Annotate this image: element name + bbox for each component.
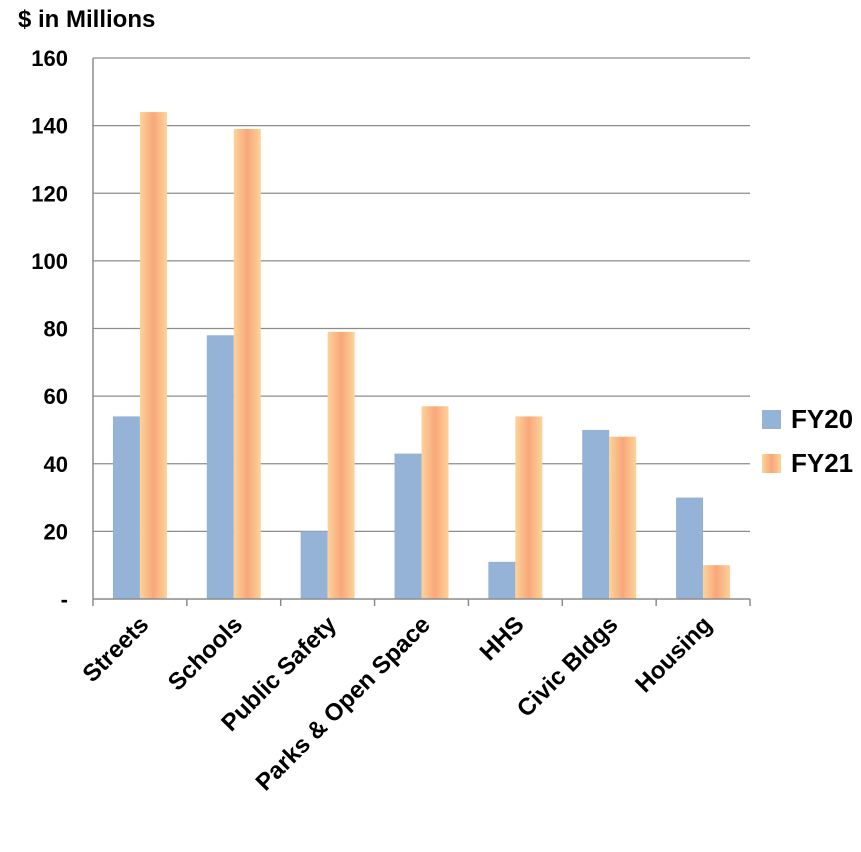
legend-swatch-fy20 bbox=[762, 409, 781, 429]
y-tick-label: 120 bbox=[31, 181, 68, 206]
y-tick-label: 160 bbox=[31, 46, 68, 71]
legend-item-fy21: FY21 bbox=[762, 441, 853, 485]
x-tick-label: HHS bbox=[475, 611, 530, 666]
x-tick-label: Schools bbox=[163, 611, 248, 696]
bars bbox=[112, 112, 731, 599]
bar-fy20-parks-open-space bbox=[394, 453, 422, 599]
bar-fy20-schools bbox=[206, 335, 234, 599]
legend: FY20 FY21 bbox=[762, 397, 853, 485]
y-tick-label: 20 bbox=[44, 519, 68, 544]
legend-label-fy21: FY21 bbox=[791, 447, 854, 478]
y-tick-label: 40 bbox=[44, 452, 68, 477]
legend-item-fy20: FY20 bbox=[762, 397, 853, 441]
bar-fy21-civic-bldgs bbox=[609, 436, 637, 599]
bar-fy20-civic-bldgs bbox=[582, 429, 610, 599]
bar-fy21-schools bbox=[233, 129, 261, 599]
y-tick-label: 100 bbox=[31, 249, 68, 274]
legend-swatch-fy21 bbox=[762, 453, 781, 473]
bar-fy21-hhs bbox=[515, 416, 543, 599]
bar-fy20-streets bbox=[112, 416, 140, 599]
bar-fy20-hhs bbox=[488, 561, 516, 599]
y-tick-label: 140 bbox=[31, 114, 68, 139]
bar-fy20-housing bbox=[676, 497, 704, 599]
bar-fy21-parks-open-space bbox=[421, 406, 449, 599]
legend-label-fy20: FY20 bbox=[791, 403, 854, 434]
x-tick-label: Civic Bldgs bbox=[512, 611, 624, 723]
bar-fy21-housing bbox=[703, 565, 731, 599]
bar-fy21-public-safety bbox=[327, 331, 355, 599]
y-axis-ticks: - 20 40 60 80 100 120 140 160 bbox=[31, 46, 68, 612]
bar-fy21-streets bbox=[139, 112, 167, 599]
x-tick-label: Parks & Open Space bbox=[251, 611, 436, 796]
axes bbox=[92, 58, 751, 606]
x-tick-label: Housing bbox=[630, 611, 717, 698]
y-tick-label: 60 bbox=[44, 384, 68, 409]
x-tick-label: Streets bbox=[78, 611, 155, 688]
y-tick-label: - bbox=[61, 587, 68, 612]
bar-fy20-public-safety bbox=[300, 531, 328, 599]
y-axis-unit-label: $ in Millions bbox=[18, 6, 156, 33]
y-tick-label: 80 bbox=[44, 317, 68, 342]
